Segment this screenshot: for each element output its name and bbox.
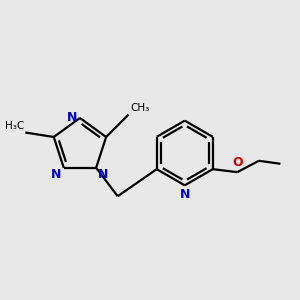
Text: H₃C: H₃C <box>4 121 24 131</box>
Text: N: N <box>179 188 190 201</box>
Text: N: N <box>51 168 62 181</box>
Text: O: O <box>232 156 243 169</box>
Text: N: N <box>67 112 77 124</box>
Text: N: N <box>98 168 108 181</box>
Text: CH₃: CH₃ <box>130 103 149 113</box>
